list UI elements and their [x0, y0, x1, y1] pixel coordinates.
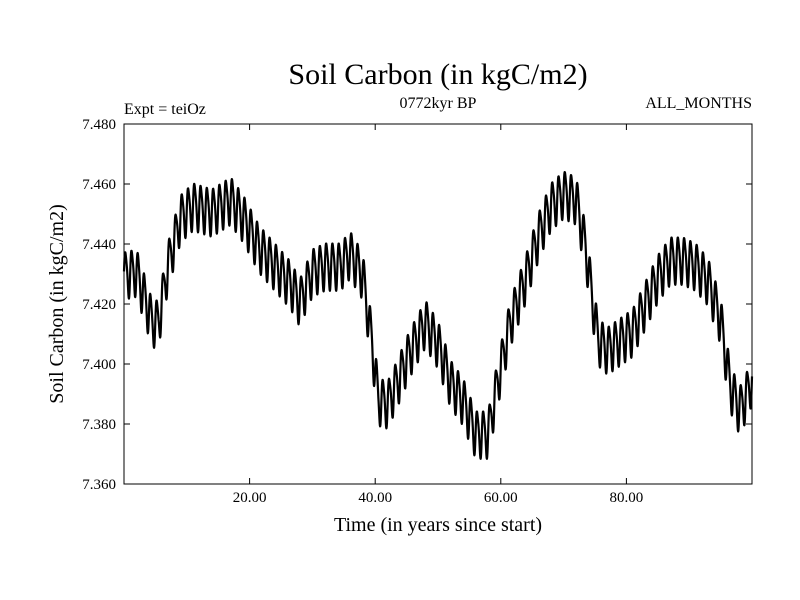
experiment-label: Expt = teiOz — [124, 101, 206, 118]
y-tick-label: 7.380 — [82, 417, 116, 433]
x-tick-label: 40.00 — [358, 490, 392, 506]
x-tick-label: 20.00 — [233, 490, 267, 506]
y-tick-label: 7.440 — [82, 237, 116, 253]
chart-title: Soil Carbon (in kgC/m2) — [288, 58, 587, 91]
y-axis-label: Soil Carbon (in kgC/m2) — [46, 204, 68, 403]
plot-frame — [123, 123, 753, 485]
y-tick-label: 7.460 — [82, 177, 116, 193]
period-label: 0772kyr BP — [400, 95, 477, 112]
x-axis-ticks: 20.00 40.00 60.00 80.00 — [233, 124, 644, 506]
y-tick-label: 7.400 — [82, 357, 116, 373]
y-tick-label: 7.420 — [82, 297, 116, 313]
x-tick-label: 80.00 — [610, 490, 644, 506]
y-tick-label: 7.360 — [82, 477, 116, 493]
y-tick-label: 7.480 — [82, 117, 116, 133]
months-label: ALL_MONTHS — [645, 95, 752, 112]
x-axis-label: Time (in years since start) — [334, 514, 542, 536]
x-tick-label: 60.00 — [484, 490, 518, 506]
soil-carbon-line — [122, 170, 754, 460]
